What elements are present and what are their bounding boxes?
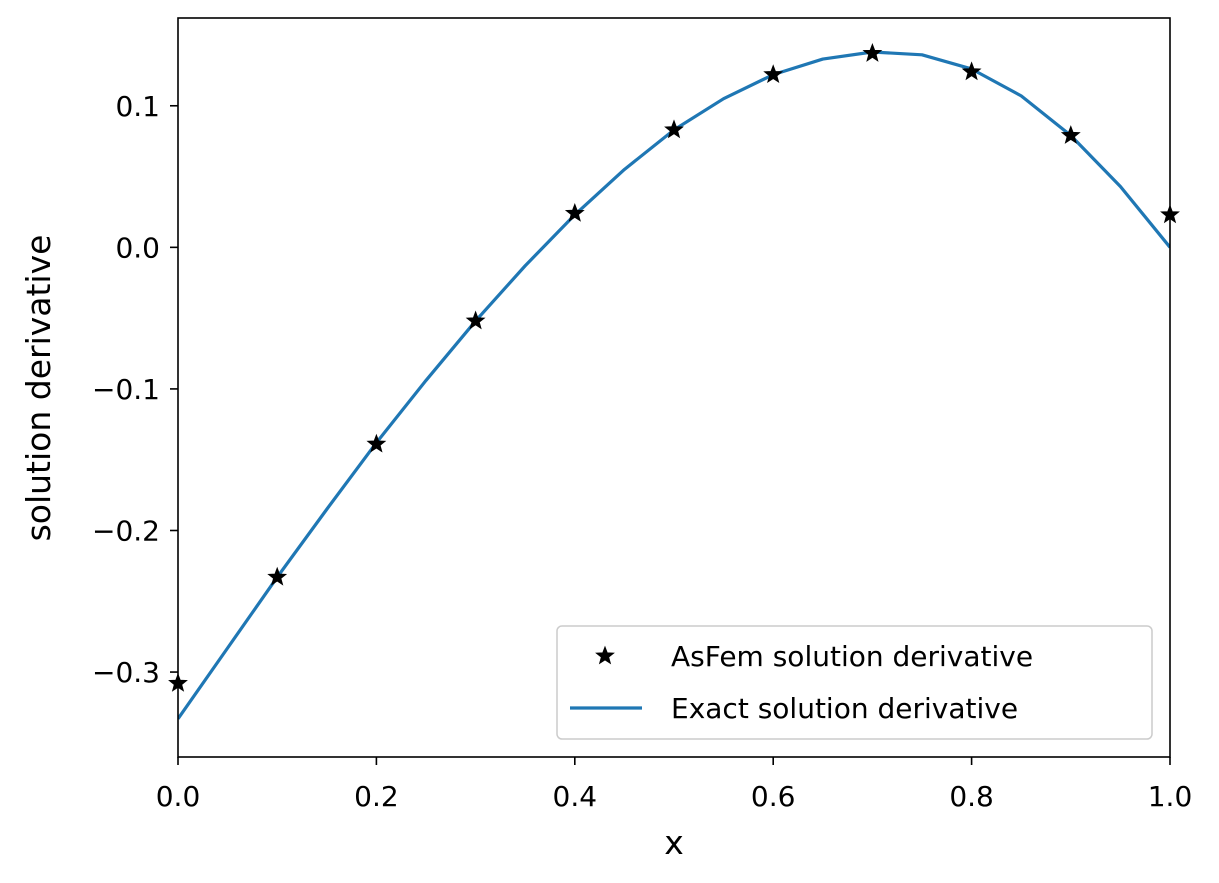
asfem-point	[961, 61, 982, 81]
asfem-point	[267, 566, 288, 586]
x-tick-label: 0.4	[553, 780, 598, 813]
x-tick-label: 0.2	[354, 780, 399, 813]
legend-label-asfem: AsFem solution derivative	[671, 640, 1033, 673]
asfem-point	[465, 310, 486, 330]
legend-marker-asfem	[595, 645, 615, 665]
x-axis-label: x	[664, 823, 684, 862]
legend: AsFem solution derivative Exact solution …	[556, 625, 1153, 740]
asfem-point	[366, 433, 387, 453]
asfem-point	[763, 64, 784, 84]
y-axis-label: solution derivative	[19, 235, 58, 542]
y-tick-label: 0.1	[115, 90, 160, 123]
exact-solution-line	[178, 50, 1170, 720]
y-tick-label: −0.2	[92, 514, 160, 547]
x-tick-label: 1.0	[1148, 780, 1193, 813]
y-axis: −0.3 −0.2 −0.1 0.0 0.1	[92, 90, 178, 689]
legend-box	[556, 625, 1153, 740]
asfem-point	[564, 202, 585, 222]
asfem-point	[664, 119, 684, 139]
x-axis: 0.0 0.2 0.4 0.6 0.8 1.0	[156, 757, 1193, 813]
axes-frame	[177, 17, 1171, 758]
y-tick-label: 0.0	[115, 231, 160, 264]
asfem-point	[1060, 125, 1081, 144]
y-tick-label: −0.1	[92, 373, 160, 406]
asfem-point	[862, 42, 883, 62]
x-tick-label: 0.8	[949, 780, 994, 813]
y-tick-label: −0.3	[92, 656, 160, 689]
x-tick-label: 0.6	[751, 780, 796, 813]
legend-label-exact: Exact solution derivative	[671, 692, 1018, 725]
x-tick-label: 0.0	[156, 780, 201, 813]
plot-area	[168, 17, 1180, 758]
